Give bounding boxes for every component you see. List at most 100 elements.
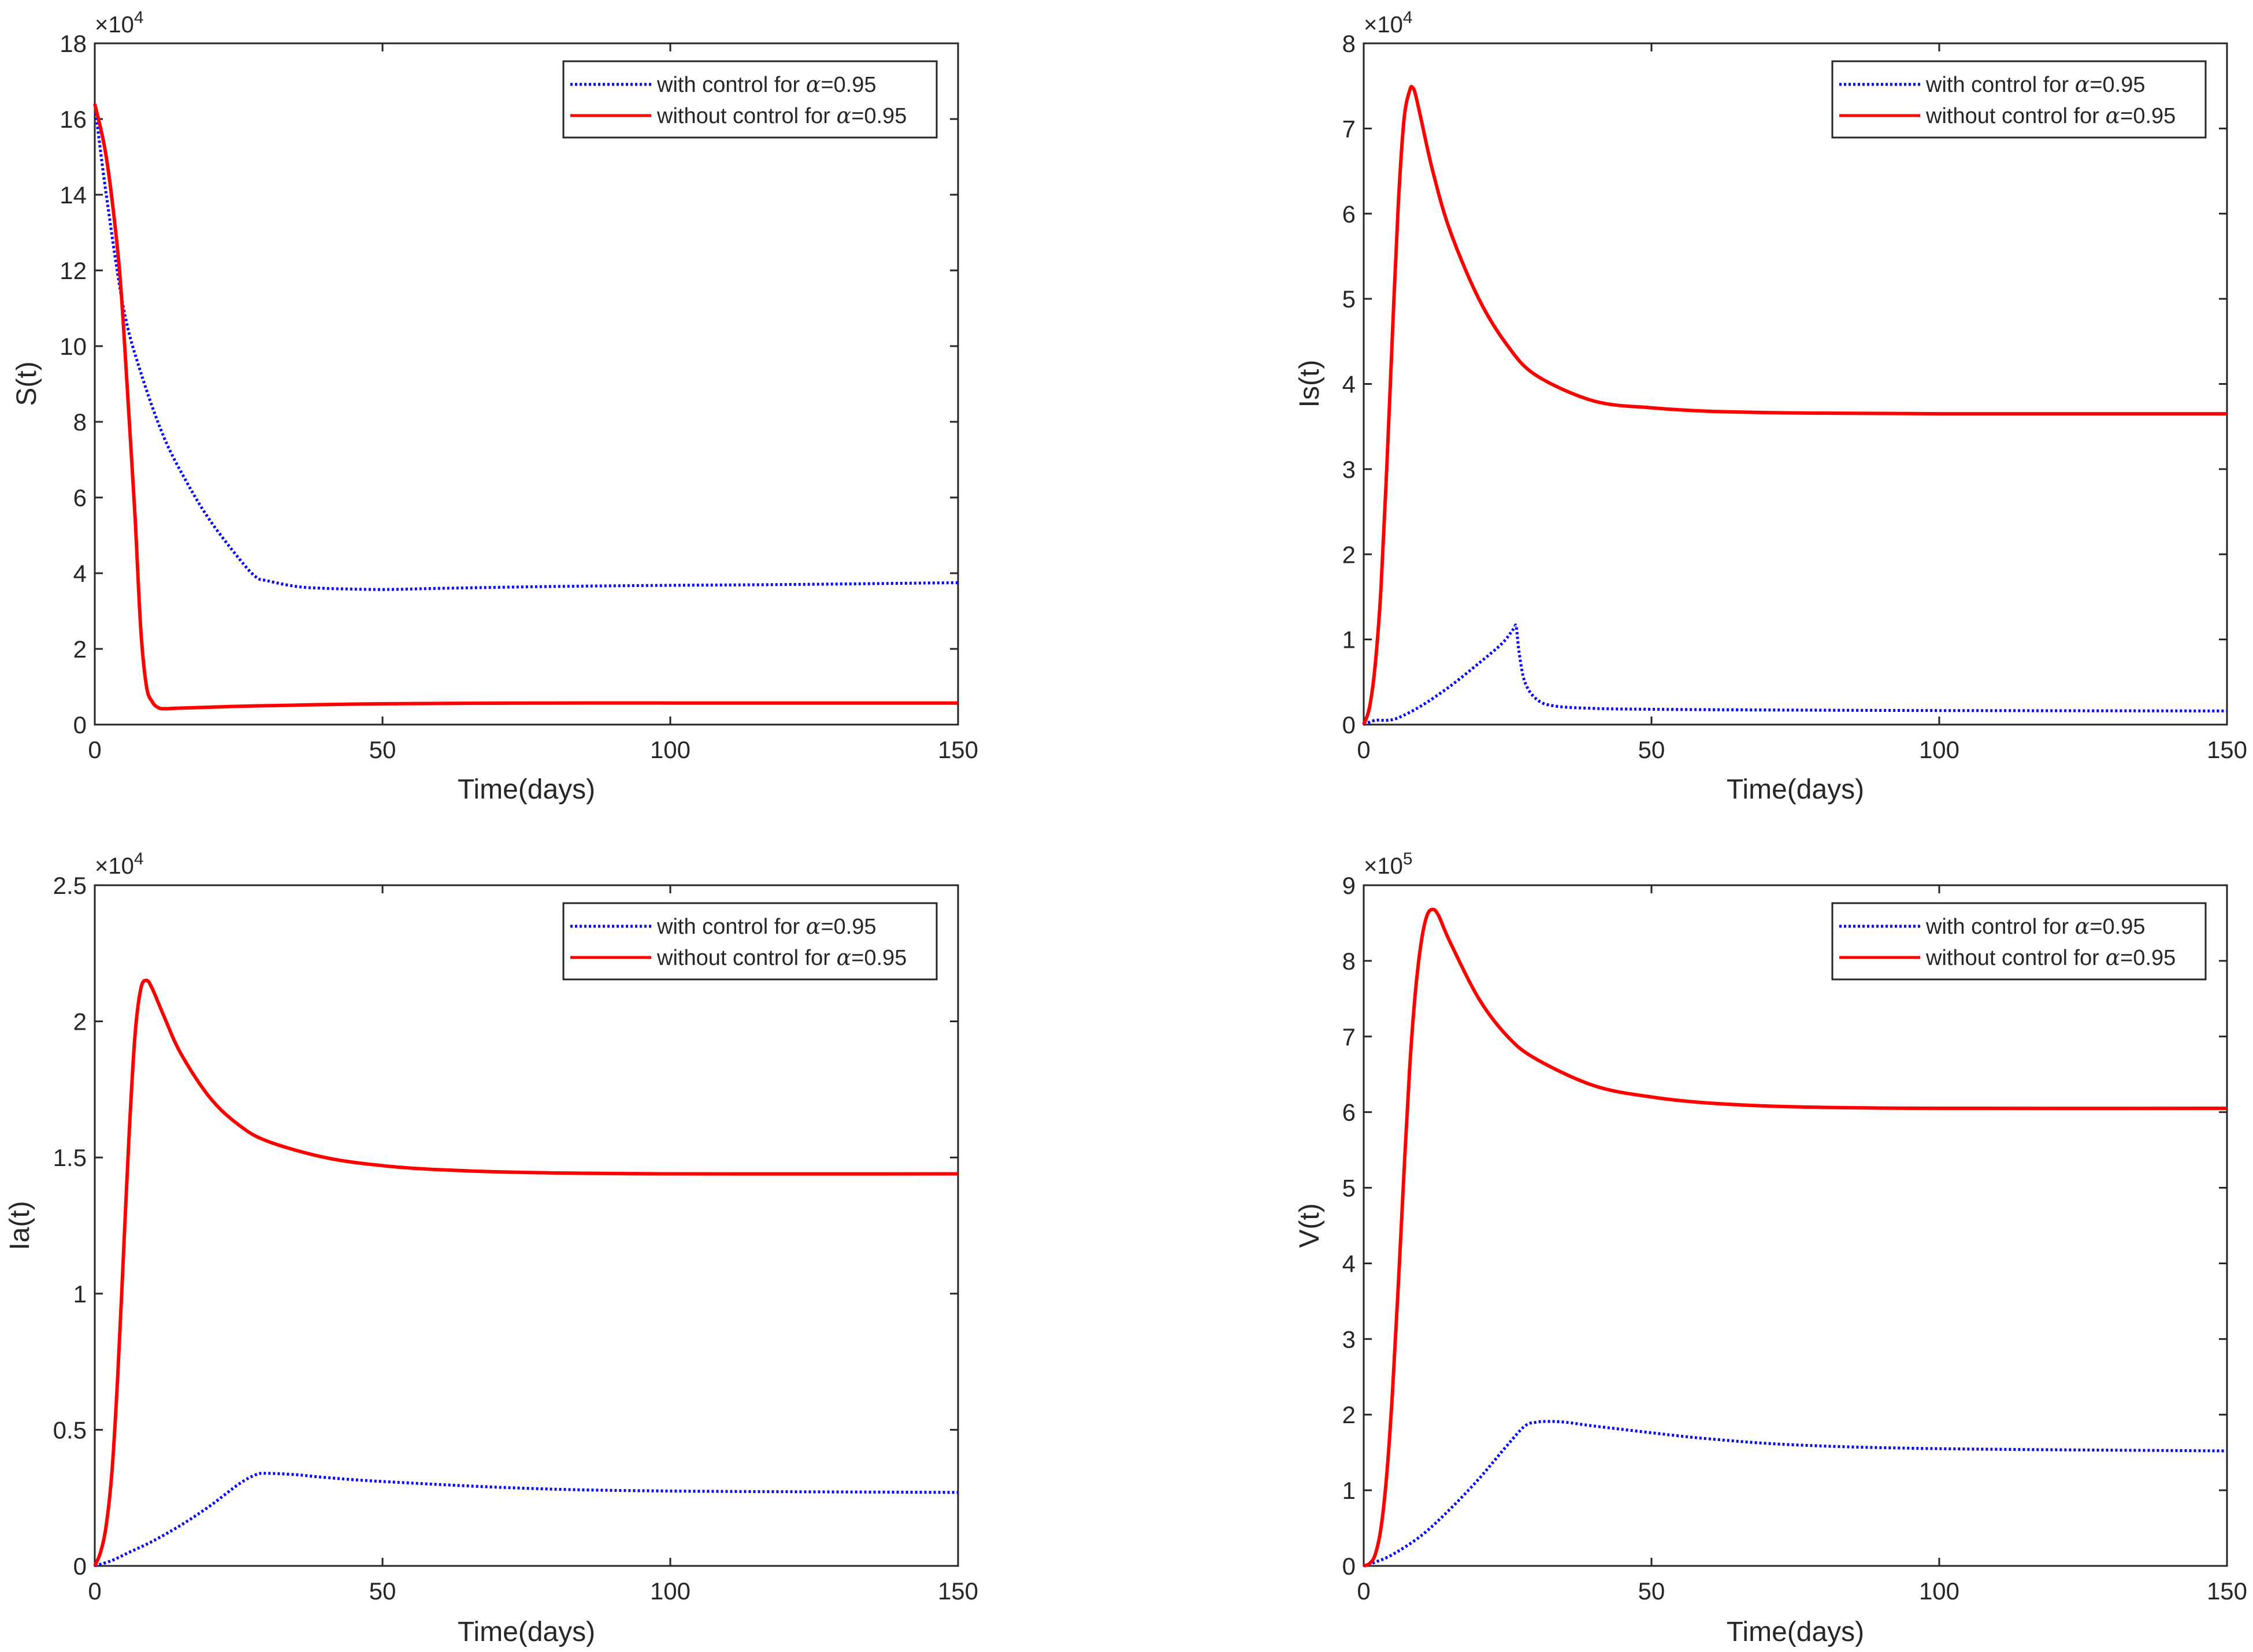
- y-tick-label: 0: [73, 711, 87, 738]
- y-tick-label: 16: [60, 106, 87, 133]
- x-tick-label: 50: [369, 1577, 396, 1605]
- x-tick-label: 100: [1919, 736, 1959, 763]
- y-tick-label: 0: [1342, 1553, 1356, 1580]
- y-tick-label: 0: [1342, 711, 1356, 738]
- x-axis-label: Time(days): [458, 1617, 595, 1647]
- x-axis-label: Time(days): [1727, 1617, 1864, 1647]
- x-tick-label: 150: [2207, 736, 2247, 763]
- y-tick-label: 7: [1342, 115, 1356, 142]
- y-tick-label: 6: [73, 484, 87, 511]
- y-ticks: 0 1 2 3 4 5 6 7 8: [1342, 30, 2227, 738]
- x-tick-label: 100: [650, 736, 691, 763]
- y-tick-label: 0: [73, 1553, 87, 1580]
- y-axis-label: Ia(t): [5, 1201, 35, 1250]
- y-tick-label: 2: [1342, 1401, 1356, 1428]
- panel-Ia: 0 0.5 1 1.5 2 2.5 0 50 100 150 ×104 Ia(t) Time(d…: [5, 849, 978, 1647]
- legend-label-without-control: without control for α=0.95: [1925, 103, 2176, 128]
- x-tick-label: 50: [369, 736, 396, 763]
- series-lines: [93, 103, 959, 711]
- y-tick-label: 5: [1342, 285, 1356, 313]
- series-line-with-control: [93, 103, 959, 591]
- legend: with control for α=0.95 without control …: [562, 902, 938, 981]
- exponent-base: ×10: [1364, 853, 1403, 879]
- exponent-label: ×105: [1364, 849, 1413, 879]
- legend: with control for α=0.95 without control …: [1831, 60, 2207, 139]
- y-tick-label: 3: [1342, 456, 1356, 483]
- series-line-with-control: [94, 1472, 959, 1568]
- exponent-power: 4: [1403, 8, 1413, 27]
- series-line-without-control: [1362, 84, 2228, 726]
- y-tick-label: 4: [1342, 1250, 1356, 1277]
- y-tick-label: 6: [1342, 201, 1356, 228]
- y-axis-label: S(t): [12, 361, 42, 406]
- y-tick-label: 4: [1342, 371, 1356, 398]
- exponent-label: ×104: [95, 8, 144, 38]
- series-line-without-control: [1363, 907, 2228, 1568]
- x-tick-label: 0: [1357, 736, 1370, 763]
- y-tick-label: 2.5: [53, 872, 87, 899]
- legend: with control for α=0.95 without control …: [1831, 902, 2207, 981]
- legend: with control for α=0.95 without control …: [562, 60, 938, 139]
- y-tick-label: 1.5: [53, 1144, 87, 1171]
- legend-box: [562, 60, 938, 139]
- exponent-label: ×104: [95, 849, 144, 879]
- plot-area: [94, 42, 959, 726]
- y-axis-label: V(t): [1294, 1203, 1325, 1248]
- x-tick-label: 150: [2207, 1577, 2247, 1605]
- exponent-base: ×10: [1364, 12, 1403, 38]
- y-tick-label: 2: [73, 1008, 87, 1035]
- y-tick-label: 8: [1342, 30, 1356, 57]
- series-line-without-control: [93, 978, 959, 1567]
- legend-label-with-control: with control for α=0.95: [1925, 914, 2145, 939]
- exponent-base: ×10: [95, 12, 134, 38]
- legend-box: [1831, 60, 2207, 139]
- plot-area: [94, 884, 959, 1567]
- x-axis-label: Time(days): [1727, 774, 1864, 805]
- legend-label-without-control: without control for α=0.95: [656, 945, 907, 970]
- y-tick-label: 2: [73, 636, 87, 663]
- y-ticks: 0 0.5 1 1.5 2 2.5: [53, 872, 958, 1580]
- y-axis-label: Is(t): [1294, 360, 1325, 408]
- x-tick-label: 100: [650, 1577, 691, 1605]
- x-tick-label: 0: [88, 1577, 101, 1605]
- y-tick-label: 14: [60, 181, 87, 209]
- legend-label-with-control: with control for α=0.95: [656, 72, 876, 97]
- y-tick-label: 2: [1342, 541, 1356, 568]
- y-tick-label: 1: [1342, 1477, 1356, 1504]
- series-lines: [1362, 84, 2228, 726]
- x-ticks: 0 50 100 150: [1357, 885, 2247, 1605]
- y-tick-label: 10: [60, 333, 87, 360]
- series-line-with-control: [1363, 623, 2228, 726]
- legend-label-without-control: without control for α=0.95: [656, 103, 907, 128]
- legend-box: [562, 902, 938, 981]
- series-line-without-control: [93, 103, 958, 711]
- y-tick-label: 8: [1342, 948, 1356, 975]
- y-tick-label: 1: [1342, 626, 1356, 654]
- y-tick-label: 3: [1342, 1326, 1356, 1353]
- legend-label-without-control: without control for α=0.95: [1925, 945, 2176, 970]
- y-ticks: 0 1 2 3 4 5 6 7 8 9: [1342, 872, 2227, 1580]
- y-tick-label: 12: [60, 257, 87, 284]
- x-ticks: 0 50 100 150: [1357, 43, 2247, 763]
- x-tick-label: 100: [1919, 1577, 1959, 1605]
- legend-label-with-control: with control for α=0.95: [656, 914, 876, 939]
- x-ticks: 0 50 100 150: [88, 43, 978, 763]
- plot-area: [1363, 42, 2228, 726]
- series-lines: [93, 978, 959, 1568]
- legend-box: [1831, 902, 2207, 981]
- x-tick-label: 50: [1638, 736, 1665, 763]
- y-tick-label: 7: [1342, 1023, 1356, 1050]
- y-tick-label: 18: [60, 30, 87, 57]
- y-tick-label: 4: [73, 560, 87, 587]
- series-lines: [1363, 907, 2228, 1568]
- plot-area: [1363, 884, 2228, 1567]
- y-tick-label: 8: [73, 409, 87, 436]
- x-tick-label: 150: [938, 1577, 978, 1605]
- y-tick-label: 9: [1342, 872, 1356, 899]
- x-axis-label: Time(days): [458, 774, 595, 805]
- exponent-power: 4: [134, 849, 144, 868]
